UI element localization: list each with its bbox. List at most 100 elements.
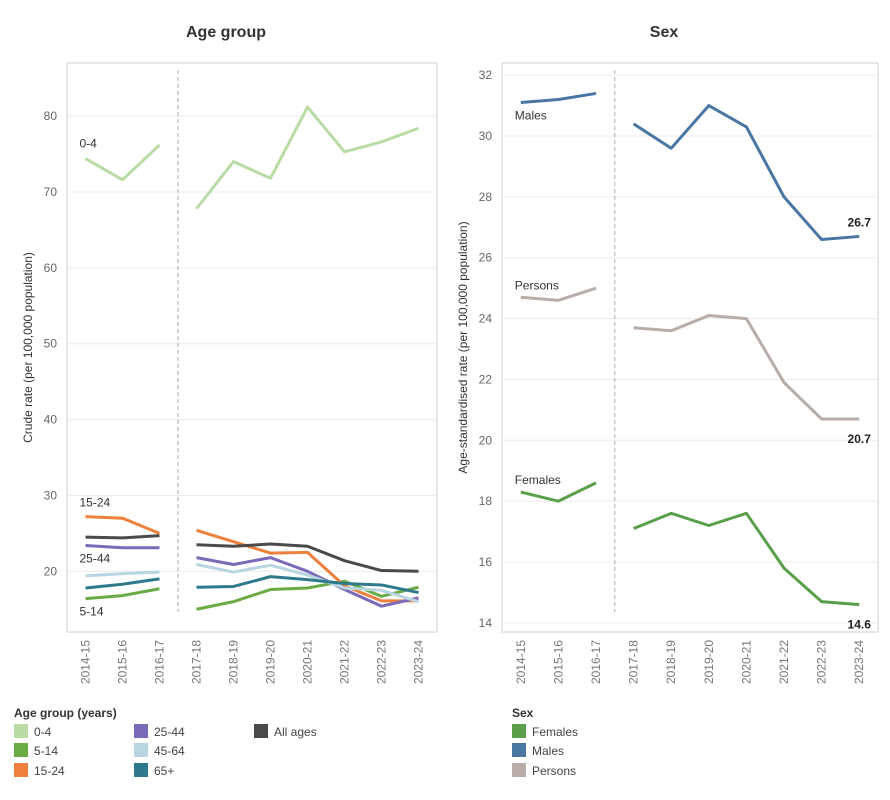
legend-item-15-24[interactable]: 15-24 bbox=[14, 762, 65, 778]
y-tick-label: 24 bbox=[479, 312, 493, 326]
series-line-all-ages-early bbox=[85, 534, 160, 540]
series-line-persons-early bbox=[520, 286, 597, 302]
series-line-65--late bbox=[196, 575, 419, 595]
legend-label: Males bbox=[532, 743, 565, 758]
series-end-label-females: 14.6 bbox=[848, 618, 872, 632]
legend-swatch-45-64 bbox=[134, 742, 148, 757]
legend-item-45-64[interactable]: 45-64 bbox=[134, 742, 185, 758]
x-tick-label: 2020-21 bbox=[301, 640, 315, 684]
legend-label: Persons bbox=[532, 763, 577, 778]
legend-swatch-5-14 bbox=[14, 742, 28, 757]
legend-item-females[interactable]: Females bbox=[512, 723, 578, 739]
series-label-5-14: 5-14 bbox=[80, 605, 104, 619]
legend-item-all-ages[interactable]: All ages bbox=[254, 723, 317, 739]
x-tick-label: 2018-19 bbox=[227, 640, 241, 684]
legend-swatch-males bbox=[512, 742, 526, 757]
y-tick-label: 30 bbox=[479, 129, 493, 143]
x-tick-label: 2015-16 bbox=[116, 640, 130, 684]
series-line-0-4-late bbox=[195, 105, 420, 210]
x-tick-label: 2023-24 bbox=[412, 640, 426, 684]
y-tick-label: 80 bbox=[44, 109, 58, 123]
y-tick-label: 22 bbox=[479, 372, 493, 386]
sex-legend-title: Sex bbox=[512, 706, 534, 720]
y-tick-label: 20 bbox=[479, 433, 493, 447]
x-tick-label: 2020-21 bbox=[739, 640, 753, 684]
legend-label: 25-44 bbox=[154, 724, 185, 739]
series-label-males: Males bbox=[515, 109, 547, 123]
y-tick-label: 32 bbox=[479, 68, 493, 82]
y-tick-label: 50 bbox=[44, 337, 58, 351]
series-label-0-4: 0-4 bbox=[80, 137, 98, 151]
x-tick-label: 2019-20 bbox=[264, 640, 278, 684]
series-end-label-persons: 20.7 bbox=[848, 432, 872, 446]
series-line-45-64-early bbox=[85, 570, 160, 578]
chart-canvas: 20 30 40 50 60 70 80 2014-15 2015-16 2016-17 2017-… bbox=[21, 62, 879, 684]
series-line-females-early bbox=[520, 481, 597, 503]
x-tick-label: 2016-17 bbox=[153, 640, 167, 684]
series-line-males-early bbox=[520, 91, 597, 105]
x-tick-label: 2022-23 bbox=[375, 640, 389, 684]
legend-item-males[interactable]: Males bbox=[512, 742, 564, 758]
y-tick-label: 30 bbox=[44, 488, 58, 502]
plot-frame bbox=[501, 62, 879, 633]
legend-label: Females bbox=[532, 724, 579, 739]
series-line-45-64-late bbox=[196, 563, 419, 604]
legend-item-persons[interactable]: Persons bbox=[512, 762, 576, 778]
series-line-males-late bbox=[632, 104, 860, 241]
left-panel-title: Age group bbox=[186, 24, 266, 41]
legend-item-65plus[interactable]: 65+ bbox=[134, 762, 174, 778]
legend-item-0-4[interactable]: 0-4 bbox=[14, 723, 51, 739]
legend-item-25-44[interactable]: 25-44 bbox=[134, 723, 185, 739]
y-tick-label: 60 bbox=[44, 261, 58, 275]
x-tick-label: 2015-16 bbox=[551, 640, 565, 684]
y-axis-label: Age-standardised rate (per 100,000 popul… bbox=[456, 221, 470, 473]
y-tick-label: 20 bbox=[44, 564, 58, 578]
x-tick-label: 2017-18 bbox=[190, 640, 204, 684]
sex-chart: 14 16 18 20 22 24 26 28 30 32 2014-15 2015-16 2016-1… bbox=[456, 62, 879, 684]
series-line-65--early bbox=[85, 577, 160, 590]
series-line-15-24-early bbox=[85, 515, 161, 535]
x-tick-label: 2019-20 bbox=[702, 640, 716, 684]
legend-label: 0-4 bbox=[34, 724, 52, 739]
series-line-15-24-late bbox=[196, 528, 419, 603]
y-tick-label: 28 bbox=[479, 190, 493, 204]
y-axis-label: Crude rate (per 100,000 population) bbox=[21, 252, 35, 443]
x-tick-label: 2018-19 bbox=[664, 640, 678, 684]
series-line-25-44-late bbox=[196, 556, 419, 608]
legend-label: 65+ bbox=[154, 763, 175, 778]
series-label-persons: Persons bbox=[515, 278, 559, 292]
legend-swatch-all-ages bbox=[254, 723, 268, 738]
series-line-5-14-late bbox=[196, 579, 419, 611]
legend-item-5-14[interactable]: 5-14 bbox=[14, 742, 58, 758]
series-label-females: Females bbox=[515, 473, 561, 487]
legend-swatch-15-24 bbox=[14, 762, 28, 777]
y-tick-label: 16 bbox=[479, 555, 493, 569]
legend-label: 15-24 bbox=[34, 763, 65, 778]
y-tick-label: 18 bbox=[479, 494, 493, 508]
series-end-label-males: 26.7 bbox=[848, 215, 872, 229]
legend-swatch-0-4 bbox=[14, 723, 28, 738]
x-tick-label: 2021-22 bbox=[777, 640, 791, 684]
x-tick-label: 2022-23 bbox=[815, 640, 829, 684]
x-tick-label: 2023-24 bbox=[852, 640, 866, 684]
legend-swatch-65plus bbox=[134, 762, 148, 777]
series-line-females-late bbox=[633, 511, 860, 607]
series-line-persons-late bbox=[633, 314, 860, 421]
x-tick-label: 2017-18 bbox=[627, 640, 641, 684]
legend-swatch-persons bbox=[512, 762, 526, 777]
legend-label: 45-64 bbox=[154, 743, 185, 758]
x-tick-label: 2014-15 bbox=[514, 640, 528, 684]
series-line-25-44-early bbox=[85, 544, 160, 550]
series-line-0-4-early bbox=[84, 143, 161, 182]
y-tick-label: 40 bbox=[44, 413, 58, 427]
legend-swatch-females bbox=[512, 723, 526, 738]
legend-label: All ages bbox=[274, 724, 317, 739]
age-legend-title: Age group (years) bbox=[14, 706, 117, 720]
right-panel-title: Sex bbox=[649, 24, 679, 41]
x-tick-label: 2016-17 bbox=[589, 640, 603, 684]
series-line-all-ages-late bbox=[196, 542, 419, 573]
y-tick-label: 70 bbox=[44, 185, 58, 199]
y-tick-label: 14 bbox=[479, 616, 493, 630]
legend-swatch-25-44 bbox=[134, 723, 148, 738]
x-tick-label: 2021-22 bbox=[338, 640, 352, 684]
